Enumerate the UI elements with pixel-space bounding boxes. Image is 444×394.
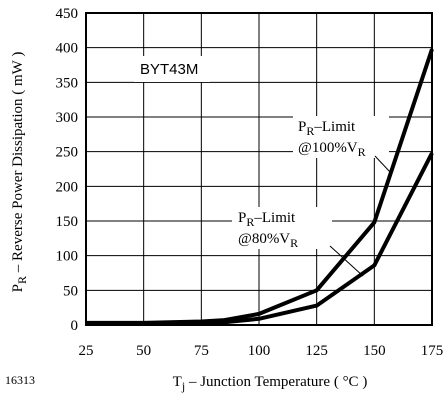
annotation-100-p: P xyxy=(298,119,306,135)
figure-id: 16313 xyxy=(5,373,35,387)
annotation-80-rest: –Limit xyxy=(253,210,296,226)
annotation-100-sub2: R xyxy=(358,145,366,159)
annotation-100-rest: –Limit xyxy=(313,119,356,135)
x-tick-25: 25 xyxy=(79,343,94,359)
y-tick-150: 150 xyxy=(56,214,79,230)
y-axis-label-sub: R xyxy=(15,276,29,284)
y-tick-400: 400 xyxy=(56,41,79,57)
y-tick-350: 350 xyxy=(56,75,79,91)
y-tick-300: 300 xyxy=(56,110,79,126)
y-tick-200: 200 xyxy=(56,179,79,195)
x-tick-175: 175 xyxy=(421,343,444,359)
annotation-80-sub2: R xyxy=(290,236,298,250)
annotation-80-pct: @80%V xyxy=(238,231,290,247)
x-tick-50: 50 xyxy=(136,343,151,359)
y-tick-450: 450 xyxy=(56,6,79,22)
annotation-100-pct: @100%V xyxy=(298,140,358,156)
x-tick-75: 75 xyxy=(194,343,209,359)
annotation-80-p: P xyxy=(238,210,246,226)
y-tick-100: 100 xyxy=(56,249,79,265)
annotation-100-sub: R xyxy=(306,124,314,138)
x-axis-label: Tj – Junction Temperature ( °C ) xyxy=(173,374,368,393)
y-axis-label: PR – Reverse Power Dissipation ( mW ) xyxy=(10,52,29,293)
y-axis-label-main: P xyxy=(10,284,26,292)
annotation-100-leader xyxy=(375,156,390,172)
x-tick-150: 150 xyxy=(363,343,386,359)
x-axis-label-rest: – Junction Temperature ( °C ) xyxy=(185,374,367,390)
x-axis-label-main: T xyxy=(173,374,182,390)
y-tick-50: 50 xyxy=(63,283,78,299)
y-tick-250: 250 xyxy=(56,145,79,161)
y-axis-label-rest: – Reverse Power Dissipation ( mW ) xyxy=(10,52,26,276)
y-tick-0: 0 xyxy=(71,318,79,334)
annotation-80-sub: R xyxy=(246,215,254,229)
y-tick-labels: 0 50 100 150 200 250 300 350 400 450 xyxy=(56,6,79,334)
x-tick-125: 125 xyxy=(305,343,328,359)
x-tick-100: 100 xyxy=(248,343,271,359)
model-label: BYT43M xyxy=(140,61,198,78)
x-tick-labels: 25 50 75 100 125 150 175 xyxy=(79,343,444,359)
